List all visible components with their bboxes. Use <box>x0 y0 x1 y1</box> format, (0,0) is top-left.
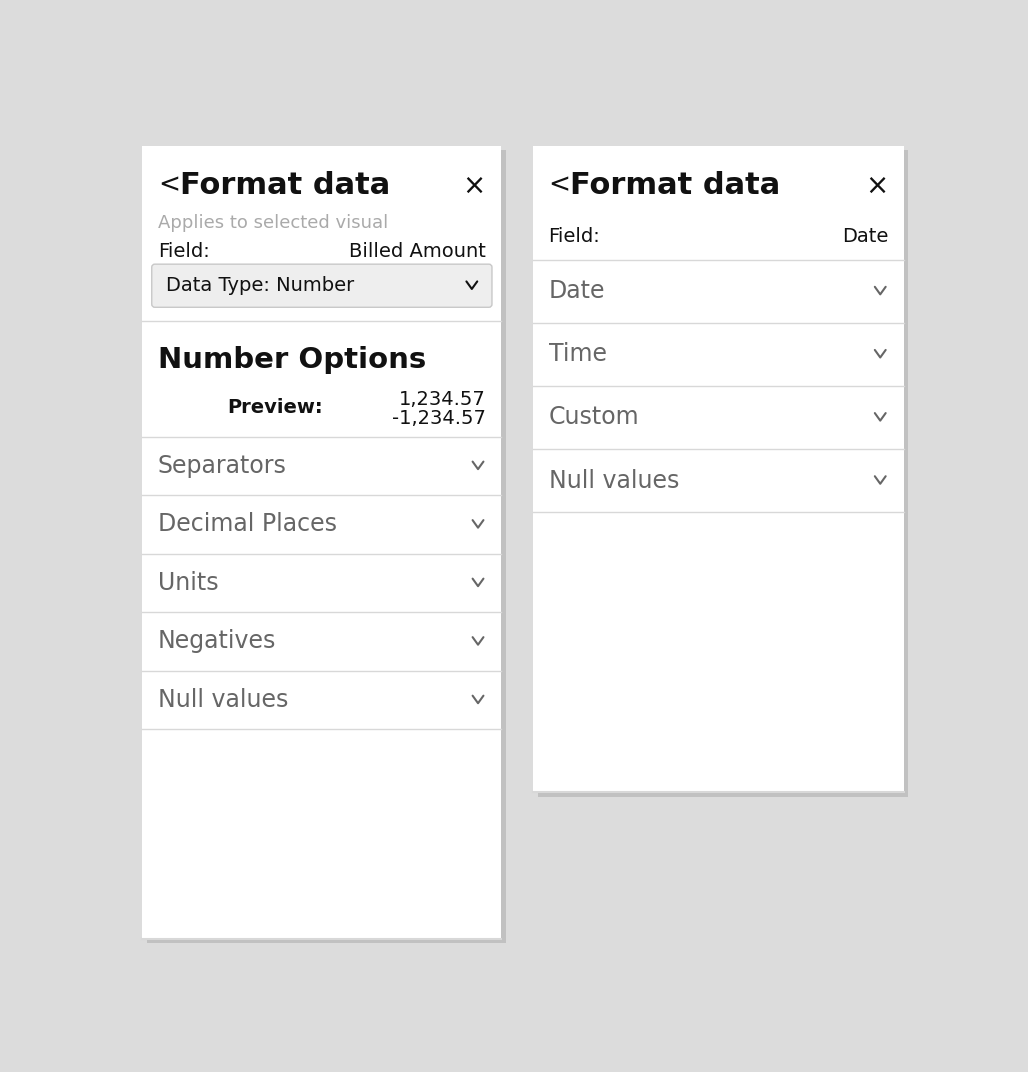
Bar <box>147 150 506 943</box>
Text: Decimal Places: Decimal Places <box>158 512 337 536</box>
Text: Preview:: Preview: <box>227 398 324 417</box>
Text: Format data: Format data <box>180 172 390 200</box>
Text: Applies to selected visual: Applies to selected visual <box>158 213 389 232</box>
Text: Number Options: Number Options <box>158 345 427 374</box>
Text: Data Type: Number: Data Type: Number <box>166 277 354 295</box>
FancyBboxPatch shape <box>152 264 492 308</box>
Text: Null values: Null values <box>158 688 288 712</box>
Text: Field:: Field: <box>158 242 210 262</box>
Text: Billed Amount: Billed Amount <box>348 242 486 262</box>
Text: Null values: Null values <box>549 468 678 492</box>
Text: <: < <box>158 173 180 198</box>
Text: ×: × <box>463 172 486 199</box>
Text: Date: Date <box>549 279 605 303</box>
Text: Date: Date <box>842 227 888 245</box>
Text: Custom: Custom <box>549 405 639 430</box>
Bar <box>534 146 904 792</box>
Text: ×: × <box>865 172 888 199</box>
Text: Negatives: Negatives <box>158 629 277 654</box>
Text: Time: Time <box>549 342 607 367</box>
Text: -1,234.57: -1,234.57 <box>392 408 486 428</box>
Text: Field:: Field: <box>549 227 600 245</box>
Bar <box>143 146 502 939</box>
Text: <: < <box>549 173 571 198</box>
Text: 1,234.57: 1,234.57 <box>399 390 486 410</box>
Text: Units: Units <box>158 571 219 595</box>
Text: Separators: Separators <box>158 453 287 478</box>
Text: Format data: Format data <box>571 172 780 200</box>
Bar <box>538 150 908 796</box>
